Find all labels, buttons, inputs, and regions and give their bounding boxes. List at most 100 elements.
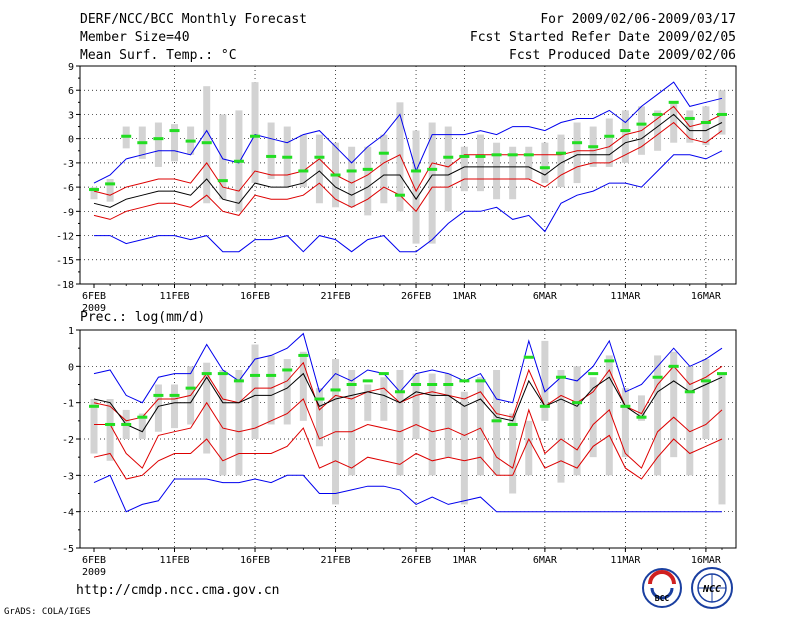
spread-box <box>380 377 388 421</box>
ensemble-marker <box>443 383 454 386</box>
ensemble-marker <box>717 372 727 376</box>
spread-box <box>106 399 114 461</box>
spread-box <box>541 142 549 184</box>
spread-box <box>299 351 307 421</box>
ensemble-marker <box>330 388 341 392</box>
ensemble-marker <box>282 155 293 159</box>
ensemble-marker <box>394 390 405 394</box>
x-tick-label: 21FEB <box>320 555 350 566</box>
ensemble-marker <box>588 145 599 149</box>
ensemble-marker <box>378 151 389 155</box>
spread-box <box>718 90 726 135</box>
ensemble-marker <box>523 355 534 359</box>
ensemble-marker <box>169 129 180 133</box>
x-tick-label: 11MAR <box>610 555 641 566</box>
x-tick-label: 16MAR <box>691 555 722 566</box>
ensemble-marker <box>507 153 518 157</box>
spread-box <box>605 355 613 476</box>
footer-url[interactable]: http://cmdp.ncc.cma.gov.cn <box>76 583 280 598</box>
spread-box <box>106 179 114 202</box>
spread-box <box>460 391 468 505</box>
series-line-max <box>93 81 723 184</box>
spread-box <box>444 373 452 458</box>
series-line-upper <box>93 105 723 196</box>
ensemble-marker <box>555 151 566 155</box>
x-tick-year: 2009 <box>82 303 106 314</box>
y-tick-label: -3 <box>62 471 74 482</box>
spread-box <box>557 134 565 188</box>
spread-box <box>541 340 549 421</box>
spread-box <box>557 369 565 483</box>
x-tick-label: 26FEB <box>401 291 431 302</box>
ensemble-marker <box>668 364 679 368</box>
ensemble-marker <box>652 375 663 379</box>
ensemble-marker <box>717 112 727 116</box>
y-tick-label: -9 <box>62 207 74 218</box>
spread-box <box>621 388 629 458</box>
y-tick-label: -18 <box>56 280 74 291</box>
ensemble-marker <box>491 419 502 423</box>
refer-date: Fcst Started Refer Date 2009/02/05 <box>470 30 736 45</box>
ensemble-marker <box>233 379 244 383</box>
spread-box <box>267 355 275 425</box>
ensemble-marker <box>137 141 148 145</box>
spread-box <box>686 366 694 476</box>
spread-box <box>396 102 404 212</box>
y-tick-label: -3 <box>62 159 74 170</box>
x-tick-label: 16FEB <box>240 555 270 566</box>
ensemble-marker <box>185 139 196 143</box>
ensemble-marker <box>636 122 647 126</box>
x-tick-label: 1MAR <box>452 291 477 302</box>
ensemble-marker <box>523 153 534 157</box>
spread-box <box>573 122 581 184</box>
spread-box <box>235 369 243 476</box>
spread-box <box>654 355 662 476</box>
spread-box <box>283 359 291 425</box>
spread-box <box>637 395 645 421</box>
ensemble-marker <box>266 154 277 158</box>
ensemble-marker <box>427 383 438 386</box>
ensemble-marker <box>652 112 663 116</box>
ensemble-marker <box>217 372 228 376</box>
spread-box <box>315 388 323 447</box>
y-tick-label: -6 <box>62 183 74 194</box>
ensemble-marker <box>491 153 502 157</box>
ensemble-marker <box>105 182 116 186</box>
grads-credit: GrADS: COLA/IGES <box>4 607 91 617</box>
spread-box <box>476 377 484 476</box>
x-tick-label: 6MAR <box>533 555 558 566</box>
ncc-logo: NCC <box>691 567 733 609</box>
spread-box <box>90 399 98 454</box>
ensemble-marker <box>475 379 486 383</box>
ensemble-marker <box>153 393 164 397</box>
spread-box <box>702 106 710 146</box>
ncc-logo-text: NCC <box>702 584 721 595</box>
ensemble-marker <box>201 372 212 376</box>
ensemble-marker <box>443 155 454 159</box>
ensemble-marker <box>153 137 164 141</box>
ensemble-marker <box>539 404 550 408</box>
bcc-logo-text: BCC <box>655 594 670 603</box>
ensemble-marker <box>411 383 422 386</box>
ensemble-marker <box>604 359 615 363</box>
spread-box <box>412 130 420 244</box>
spread-box <box>251 344 259 439</box>
ensemble-marker <box>250 134 261 138</box>
ensemble-marker <box>314 155 325 159</box>
spread-box <box>525 146 533 180</box>
ensemble-marker <box>459 154 470 158</box>
series-line-lower <box>94 398 723 469</box>
ensemble-marker <box>346 169 357 173</box>
ensemble-marker <box>620 404 631 408</box>
y-tick-label: -5 <box>62 544 74 555</box>
ensemble-marker <box>588 372 599 376</box>
ensemble-marker <box>121 422 132 426</box>
spread-box <box>267 122 275 180</box>
spread-box <box>364 146 372 216</box>
x-tick-label: 16FEB <box>240 291 270 302</box>
series-line-upper <box>93 361 723 422</box>
series-line-lowest <box>93 427 723 480</box>
ensemble-marker <box>330 173 341 177</box>
x-tick-label: 11MAR <box>610 291 641 302</box>
